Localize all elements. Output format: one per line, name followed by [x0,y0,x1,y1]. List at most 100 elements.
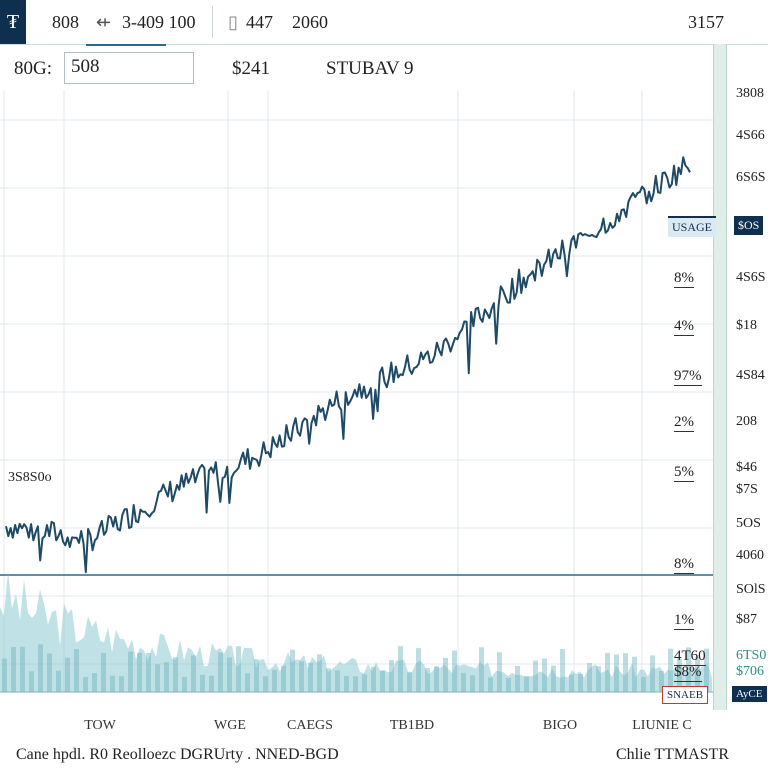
swap-toggle-icon[interactable]: ⇷ [96,12,112,32]
toolbar-field-a[interactable]: 808 [52,12,79,32]
quantity-input[interactable]: 508 [64,52,194,84]
left-axis-label: $8% [674,664,702,682]
status-left: Cane hpdl. R0 Reolloezc DGRUrty . NNED-B… [16,746,339,763]
volume-bar [461,672,466,692]
right-axis-label: 6TS0 [736,648,767,663]
volume-bar [164,662,169,692]
volume-bar [317,654,322,692]
symbol-price: $241 [232,58,270,79]
right-axis-label: $46 [736,460,757,475]
volume-histogram [0,571,712,692]
right-axis-label: 4060 [736,548,764,563]
volume-bar [119,676,124,692]
volume-bar [551,665,556,692]
active-tab-indicator [86,44,166,46]
volume-bar [488,677,493,692]
right-axis-label: $87 [736,612,757,627]
volume-bar [2,658,7,692]
volume-bar [335,670,340,692]
toolbar-right-value: 3157 [688,12,724,32]
volume-bar [587,662,592,692]
trade-tag[interactable]: SNAEB [662,686,709,704]
chart-grid [0,90,713,693]
volume-bar [389,660,394,692]
volume-bar [596,666,601,692]
volume-bar [47,653,52,692]
volume-bar [515,666,520,692]
volume-bar [173,657,178,692]
volume-bar [452,650,457,692]
price-chart[interactable] [0,90,713,710]
volume-bar [632,656,637,692]
volume-bar [650,655,655,692]
symbol-bar: 80G: $241 STUBAV 9 [0,48,768,88]
volume-bar [641,676,646,692]
left-axis-label: 97% [674,368,702,386]
volume-bar [614,654,619,692]
volume-bar [704,648,709,692]
volume-bar [65,657,70,692]
volume-bar [497,652,502,692]
usage-value-tag[interactable]: $OS [734,216,764,235]
right-axis-label: 4S84 [736,368,765,383]
volume-bar [371,666,376,692]
chart-scrollbar[interactable] [713,44,727,710]
x-axis-label: WGE [214,718,246,733]
x-axis-label: LIUNIE C [632,718,692,733]
right-axis-label: 4S6S [736,270,766,285]
volume-bar [110,675,115,692]
volume-bar [524,676,529,692]
toolbar-divider [212,6,213,38]
right-axis-label: SOlS [736,582,766,597]
volume-bar [56,670,61,692]
right-axis-label: $18 [736,318,757,333]
symbol-name[interactable]: STUBAV 9 [326,58,414,79]
right-axis-label: 4S66 [736,128,765,143]
x-axis-label: TB1BD [389,718,435,733]
volume-bar [407,672,412,692]
volume-bar [353,676,358,692]
right-axis-label: 6S6S [736,170,766,185]
volume-bar [92,673,97,692]
trade-value-tag[interactable]: AyCE [732,686,767,702]
last-price-label: 3S8S0o [8,470,52,485]
volume-bar [659,670,664,692]
volume-bar [155,664,160,692]
top-toolbar: ₮ 808 ⇷ 3-409 100 ▯ 447 2060 3157 [0,0,768,45]
symbol-bar-label: 80G: [14,58,52,79]
volume-bar [182,677,187,692]
volume-bar [200,674,205,692]
volume-bar [686,647,691,692]
volume-bar [542,658,547,692]
volume-bar [101,653,106,692]
x-axis-label: CAEGS [287,718,333,733]
volume-bar [569,674,574,692]
volume-bar [236,646,241,692]
toolbar-range[interactable]: 3-409 100 [122,12,196,32]
volume-bar [695,657,700,692]
toolbar-field-c[interactable]: 2060 [292,12,328,32]
left-axis-label: 5% [674,464,694,482]
usage-tag[interactable]: USAGE [668,216,717,237]
right-axis-label: $706 [736,664,764,679]
volume-bar [677,658,682,692]
volume-bar [443,657,448,692]
left-axis-label: 4% [674,318,694,336]
toolbar-field-b[interactable]: 447 [246,12,273,32]
x-axis-label: TOW [84,718,116,733]
volume-bar [344,676,349,692]
quantity-input-value: 508 [71,56,100,77]
right-axis-label: 208 [736,414,757,429]
volume-bar [362,674,367,692]
volume-bar [128,651,133,692]
left-axis-label: 2% [674,414,694,432]
app-logo-icon[interactable]: ₮ [0,0,26,44]
volume-bar [416,648,421,692]
volume-bar [398,646,403,692]
volume-bar [479,647,484,692]
left-axis-label: 1% [674,612,694,630]
volume-bar [227,657,232,692]
volume-bar [281,665,286,692]
volume-bar [146,652,151,692]
volume-bar [209,675,214,692]
